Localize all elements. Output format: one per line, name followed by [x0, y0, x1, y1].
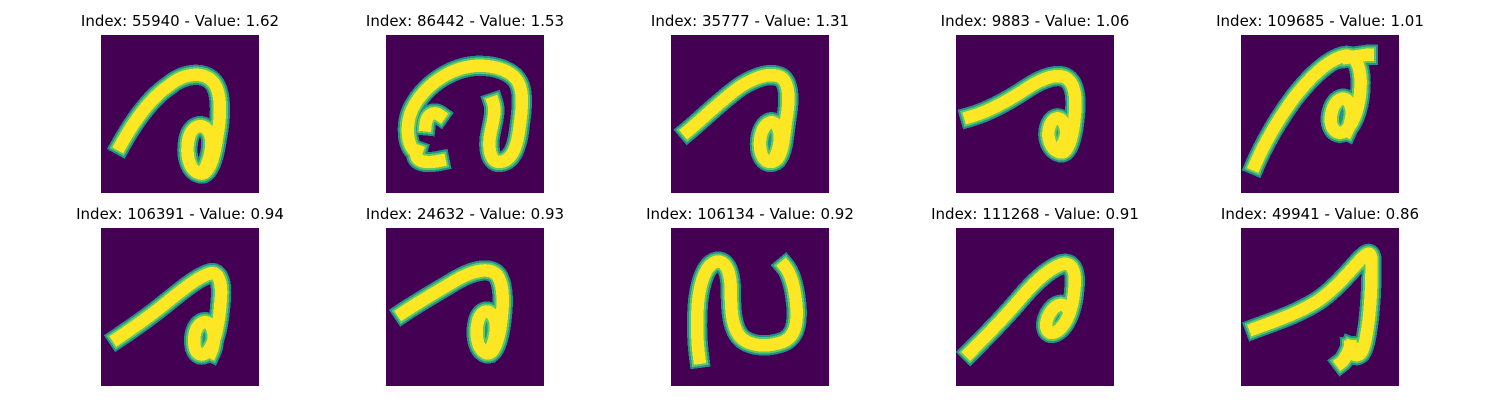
panel-title: Index: 55940 - Value: 1.62 [80, 12, 280, 30]
image-background [101, 35, 259, 193]
panel: Index: 55940 - Value: 1.62 [50, 12, 310, 202]
panel: Index: 106391 - Value: 0.94 [50, 205, 310, 395]
image-background [956, 228, 1114, 386]
panel-image [671, 228, 829, 386]
panel: Index: 24632 - Value: 0.93 [335, 205, 595, 395]
panel-image [1241, 35, 1399, 193]
panel-title: Index: 106391 - Value: 0.94 [76, 205, 284, 223]
panel-title: Index: 9883 - Value: 1.06 [940, 12, 1130, 30]
glyph-stroke [1241, 44, 1379, 179]
panel: Index: 9883 - Value: 1.06 [905, 12, 1165, 202]
panel-title: Index: 35777 - Value: 1.31 [650, 12, 850, 30]
panel-image [101, 35, 259, 193]
panel: Index: 86442 - Value: 1.53 [335, 12, 595, 202]
panel: Index: 109685 - Value: 1.01 [1190, 12, 1450, 202]
panel-image [386, 35, 544, 193]
panel-image [1241, 228, 1399, 386]
panel-image [386, 228, 544, 386]
glyph-stroke [957, 65, 1086, 163]
glyph-stroke [673, 64, 799, 173]
glyph-stroke [397, 55, 532, 173]
panel-title: Index: 86442 - Value: 1.53 [365, 12, 565, 30]
panel-title: Index: 111268 - Value: 0.91 [931, 205, 1139, 223]
panel-title: Index: 49941 - Value: 0.86 [1220, 205, 1420, 223]
panel: Index: 49941 - Value: 0.86 [1190, 205, 1450, 395]
glyph-stroke [1242, 243, 1382, 377]
panel-image [956, 228, 1114, 386]
panel: Index: 106134 - Value: 0.92 [620, 205, 880, 395]
glyph-stroke [103, 262, 232, 366]
panel-title: Index: 24632 - Value: 0.93 [365, 205, 565, 223]
glyph-stroke [388, 260, 513, 364]
panel-image [956, 35, 1114, 193]
glyph-stroke [686, 251, 807, 370]
image-background [101, 228, 259, 386]
panel-title: Index: 109685 - Value: 1.01 [1216, 12, 1424, 30]
glyph-stroke [956, 253, 1085, 367]
panel-image [671, 35, 829, 193]
panel-image [101, 228, 259, 386]
glyph-stroke [106, 64, 231, 184]
panel: Index: 111268 - Value: 0.91 [905, 205, 1165, 395]
panel-title: Index: 106134 - Value: 0.92 [646, 205, 854, 223]
panel: Index: 35777 - Value: 1.31 [620, 12, 880, 202]
